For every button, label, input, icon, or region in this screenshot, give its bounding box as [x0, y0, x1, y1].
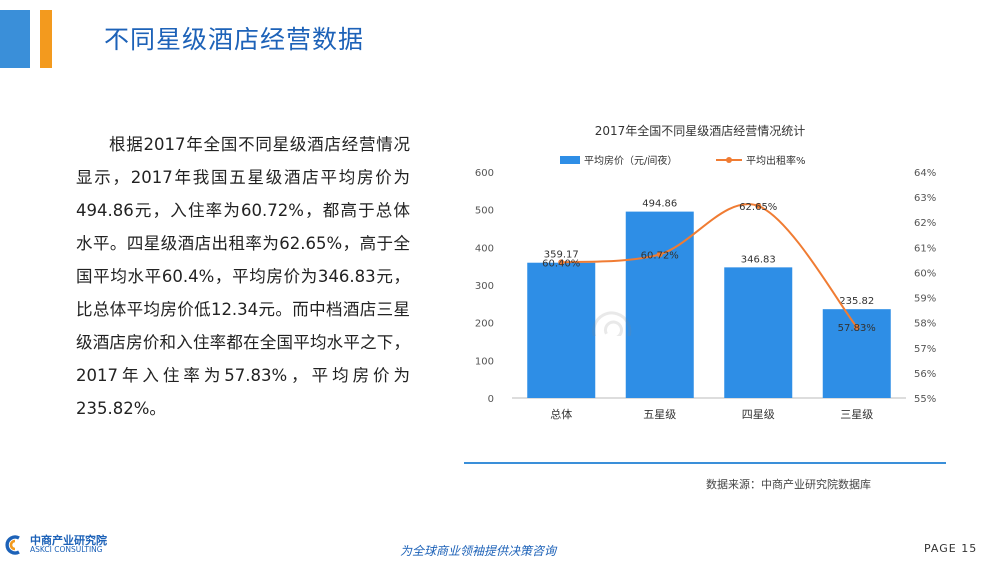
- title-accent-orange-bar: [40, 10, 52, 68]
- legend-label-bar: 平均房价（元/间夜）: [584, 154, 677, 167]
- line-point-3: [755, 202, 762, 209]
- bar-value-label: 359.17: [544, 250, 579, 261]
- legend-label-line: 平均出租率%: [746, 154, 806, 167]
- line-value-label: 57.83%: [838, 323, 876, 334]
- logo-mark-icon: [5, 535, 20, 555]
- x-tick-label: 五星级: [643, 408, 676, 421]
- y-right-tick-label: 63%: [914, 193, 936, 204]
- page-title: 不同星级酒店经营数据: [104, 25, 365, 54]
- y-right-tick-label: 55%: [914, 394, 936, 405]
- line-value-label: 62.65%: [739, 202, 777, 213]
- company-logo: 中商产业研究院 ASKCI CONSULTING: [4, 532, 144, 558]
- line-value-label: 60.40%: [542, 258, 580, 269]
- legend-marker-line: [726, 157, 732, 163]
- y-right-tick-label: 57%: [914, 344, 936, 355]
- x-tick-label: 四星级: [742, 408, 775, 421]
- y-right-tick-label: 58%: [914, 319, 936, 330]
- data-source: 数据来源：中商产业研究院数据库: [706, 478, 871, 491]
- y-left-tick-label: 600: [475, 168, 494, 179]
- bar-value-label: 346.83: [741, 254, 776, 265]
- legend-swatch-bar: [560, 156, 580, 164]
- y-left-tick-label: 0: [488, 394, 494, 405]
- y-left-tick-label: 200: [475, 319, 494, 330]
- y-left-tick-label: 300: [475, 281, 494, 292]
- footer-slogan: 为全球商业领袖提供决策咨询: [400, 544, 557, 558]
- bar-value-label: 235.82: [839, 296, 874, 307]
- line-point-4: [853, 323, 860, 330]
- bar-3: [724, 267, 793, 398]
- body-paragraph: 根据2017年全国不同星级酒店经营情况显示，2017年我国五星级酒店平均房价为4…: [76, 135, 410, 418]
- bar-value-label: 494.86: [642, 199, 677, 210]
- y-right-tick-label: 59%: [914, 294, 936, 305]
- y-right-tick-label: 61%: [914, 243, 936, 254]
- y-right-tick-label: 56%: [914, 369, 936, 380]
- chart-divider: [464, 462, 946, 464]
- y-left-tick-label: 500: [475, 206, 494, 217]
- x-tick-label: 三星级: [840, 408, 873, 421]
- line-value-label: 60.72%: [641, 250, 679, 261]
- y-right-tick-label: 60%: [914, 268, 936, 279]
- line-point-1: [558, 259, 565, 266]
- page-number: PAGE 15: [924, 542, 978, 555]
- chart-title: 2017年全国不同星级酒店经营情况统计: [594, 124, 806, 138]
- line-point-2: [656, 251, 663, 258]
- title-accent-blue-bar: [0, 10, 30, 68]
- logo-name-en: ASKCI CONSULTING: [30, 545, 103, 554]
- watermark-logo: [592, 311, 632, 336]
- y-right-tick-label: 62%: [914, 218, 936, 229]
- y-right-tick-label: 64%: [914, 168, 936, 179]
- y-left-tick-label: 400: [475, 243, 494, 254]
- y-left-tick-label: 100: [475, 356, 494, 367]
- occupancy-rate-line: [561, 203, 858, 328]
- logo-name-cn: 中商产业研究院: [30, 534, 107, 547]
- x-tick-label: 总体: [550, 407, 572, 421]
- bar-1: [527, 262, 596, 398]
